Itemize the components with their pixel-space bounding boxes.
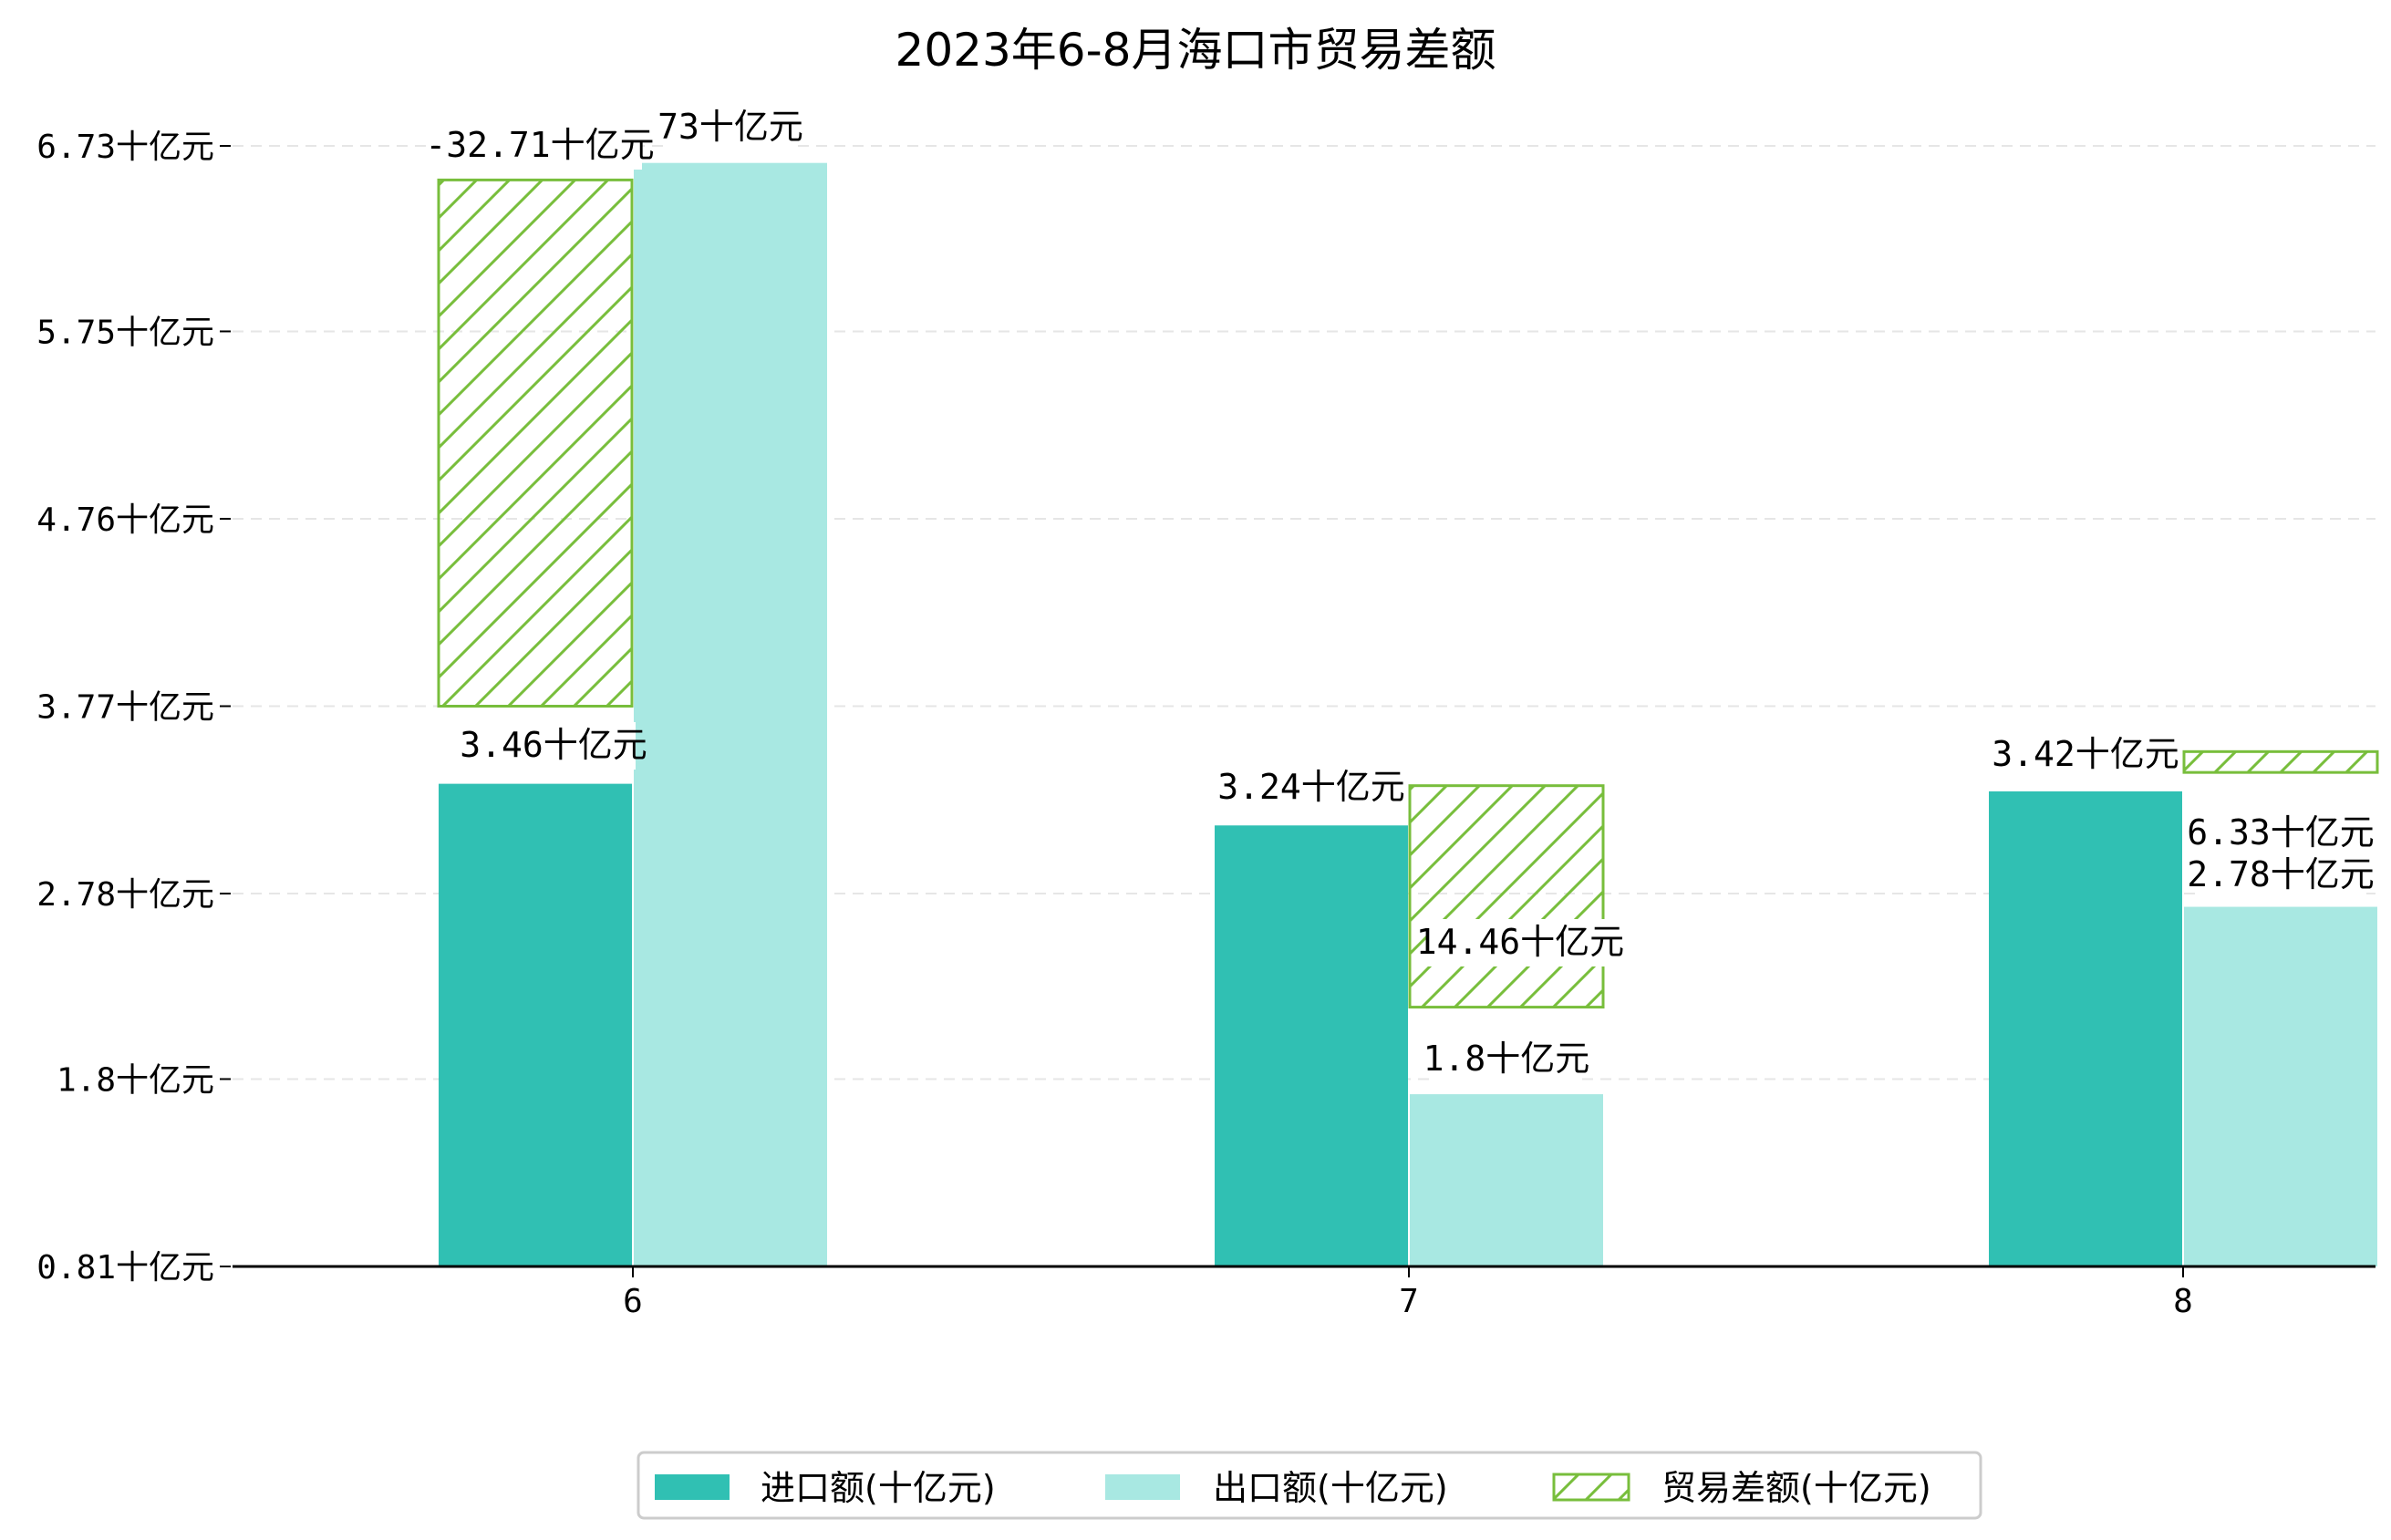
bar-import <box>1215 825 1408 1266</box>
bar-trade-balance <box>2182 749 2379 774</box>
legend-swatch-export <box>1105 1474 1180 1500</box>
chart-title: 2023年6-8月海口市贸易差额 <box>895 24 1496 77</box>
data-label-import: 3.24十亿元 <box>1217 767 1405 807</box>
data-labels: 3.46十亿元 3.24十亿元 3.42十亿元 73十亿元 1.8十亿元 2.78十亿元 -… <box>425 104 2375 1083</box>
data-label-export-group: 2.78十亿元 <box>2187 852 2375 899</box>
x-tick-label: 6 <box>623 1283 643 1320</box>
bar-trade-balance <box>437 178 634 708</box>
legend-label-balance: 贸易差额(十亿元) <box>1661 1468 1931 1508</box>
legend-swatch-balance <box>1552 1473 1630 1502</box>
x-tick-label: 7 <box>1399 1283 1419 1320</box>
data-label-import-bg <box>1229 764 1393 811</box>
legend-label-export: 出口额(十亿元) <box>1213 1468 1448 1508</box>
data-label-import-bg <box>2003 731 2168 779</box>
bar-export <box>634 162 827 1267</box>
y-tick-label: 4.76十亿元 <box>36 501 214 539</box>
data-label-export-bg <box>2199 852 2363 899</box>
data-label-export-bg <box>1434 1036 1578 1083</box>
legend-swatch-import <box>655 1474 730 1500</box>
bar-export <box>2184 906 2377 1266</box>
data-label-import: 3.42十亿元 <box>1992 734 2179 774</box>
bar-import <box>439 783 632 1266</box>
y-axis: 0.81十亿元 1.8十亿元 2.78十亿元 3.77十亿元 4.76十亿元 5.75十亿… <box>36 129 231 1287</box>
bars <box>437 162 2379 1267</box>
data-label-import-group: 3.46十亿元 <box>460 722 647 770</box>
data-label-trade-balance-group: -32.71十亿元 <box>425 122 655 170</box>
bar-import <box>1989 791 2182 1266</box>
legend-label-import: 进口额(十亿元) <box>761 1468 996 1508</box>
y-tick-label: 1.8十亿元 <box>57 1061 214 1099</box>
data-label-trade-balance-bg <box>1428 919 1612 966</box>
data-label-export-group: 73十亿元 <box>657 104 803 151</box>
data-label-import-group: 3.24十亿元 <box>1217 764 1405 811</box>
data-label-import-bg <box>471 722 636 770</box>
data-label-trade-balance: -32.71十亿元 <box>425 125 654 165</box>
y-tick-label: 2.78十亿元 <box>36 876 214 914</box>
bar-export <box>1410 1094 1603 1266</box>
y-tick-label: 0.81十亿元 <box>36 1249 214 1287</box>
y-tick-label: 5.75十亿元 <box>36 314 214 351</box>
data-label-import: 3.46十亿元 <box>460 725 647 765</box>
legend: 进口额(十亿元) 出口额(十亿元) 贸易差额(十亿元) <box>637 1451 1982 1520</box>
data-label-export-bg <box>668 104 792 151</box>
data-label-trade-balance-bg <box>2199 810 2363 857</box>
data-label-trade-balance-bg <box>438 122 642 170</box>
data-label-trade-balance-group: 6.33十亿元 <box>2187 810 2375 857</box>
data-label-export-group: 1.8十亿元 <box>1423 1036 1590 1083</box>
bar-trade-balance <box>1408 784 1605 1009</box>
data-label-export: 1.8十亿元 <box>1423 1039 1590 1079</box>
legend-frame <box>637 1451 1982 1520</box>
data-label-trade-balance: 6.33十亿元 <box>2187 812 2375 853</box>
x-tick-label: 8 <box>2173 1283 2193 1320</box>
x-axis: 6 7 8 <box>233 1265 2375 1320</box>
y-tick-label: 6.73十亿元 <box>36 129 214 166</box>
data-label-export: 73十亿元 <box>657 107 803 147</box>
data-label-trade-balance: 14.46十亿元 <box>1416 922 1624 962</box>
data-label-trade-balance-group: 14.46十亿元 <box>1416 919 1624 966</box>
y-tick-label: 3.77十亿元 <box>36 689 214 727</box>
data-label-export: 2.78十亿元 <box>2187 854 2375 894</box>
data-label-import-group: 3.42十亿元 <box>1992 731 2179 779</box>
